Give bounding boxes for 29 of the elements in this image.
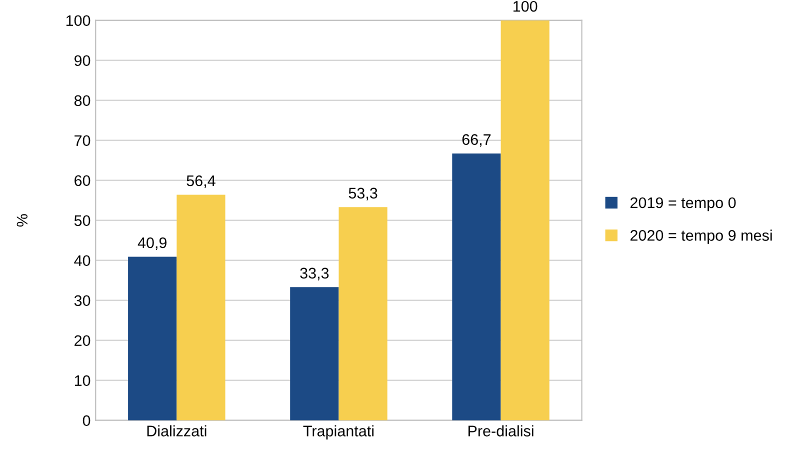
y-tick-label: 100 xyxy=(66,15,90,26)
bar xyxy=(338,207,388,420)
bar xyxy=(500,20,550,420)
y-tick-label: 70 xyxy=(74,135,90,146)
y-tick-label: 60 xyxy=(74,175,90,186)
x-tick-label: Dializzati xyxy=(147,425,206,436)
bar xyxy=(290,287,339,420)
bar xyxy=(128,256,177,420)
data-label: 56,4 xyxy=(186,175,216,188)
y-tick-label: 40 xyxy=(74,255,90,266)
bar xyxy=(176,194,226,420)
legend-label: 2020 = tempo 9 mesi xyxy=(630,230,772,244)
y-tick-label: 90 xyxy=(74,55,90,66)
data-label: 66,7 xyxy=(462,134,491,147)
y-tick-label: 20 xyxy=(74,335,90,346)
data-label: 100 xyxy=(514,0,538,12)
y-tick-label: 30 xyxy=(74,295,90,306)
legend-label: 2019 = tempo 0 xyxy=(630,197,736,212)
x-tick-label: Pre-dialisi xyxy=(468,425,534,436)
y-tick-label: 50 xyxy=(74,215,90,226)
y-tick-label: 0 xyxy=(82,415,90,426)
x-tick-label: Trapiantati xyxy=(303,425,374,440)
data-label: 53,3 xyxy=(348,188,378,200)
y-axis-title: % xyxy=(16,214,28,227)
y-tick-label: 80 xyxy=(74,95,90,106)
bar xyxy=(452,154,501,420)
data-label: 33,3 xyxy=(300,268,329,280)
y-tick-label: 10 xyxy=(74,375,90,386)
data-label: 40,9 xyxy=(138,237,167,250)
